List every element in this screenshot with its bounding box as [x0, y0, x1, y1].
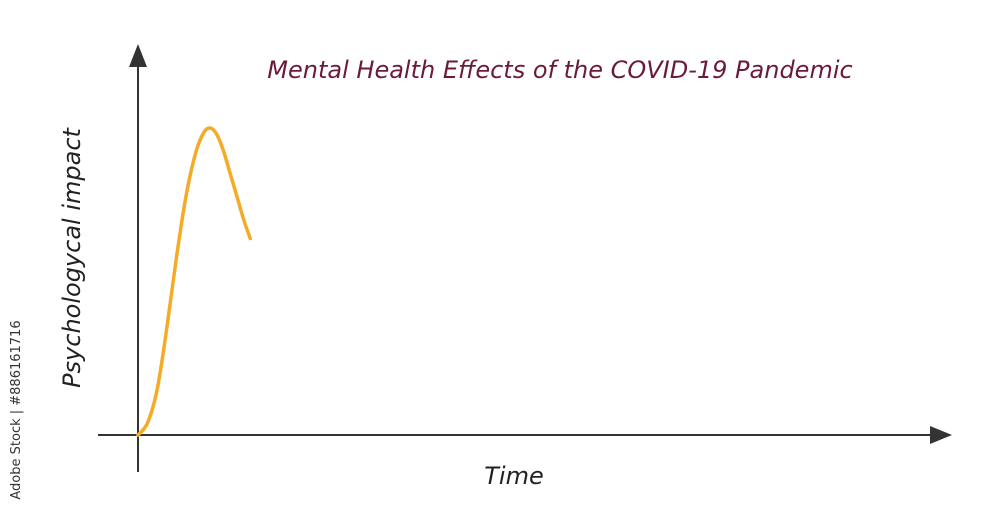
chart-title: Mental Health Effects of the COVID-19 Pa…	[267, 56, 852, 84]
y-axis-label: Psychologycal impact	[58, 126, 86, 387]
watermark-text: Adobe Stock | #886161716	[9, 320, 24, 499]
axes	[98, 44, 952, 472]
x-axis-arrowhead	[930, 426, 952, 444]
x-axis-label: Time	[484, 462, 543, 490]
y-axis-arrowhead	[129, 44, 147, 67]
series-layer	[136, 126, 253, 437]
series-line-0	[136, 126, 253, 437]
